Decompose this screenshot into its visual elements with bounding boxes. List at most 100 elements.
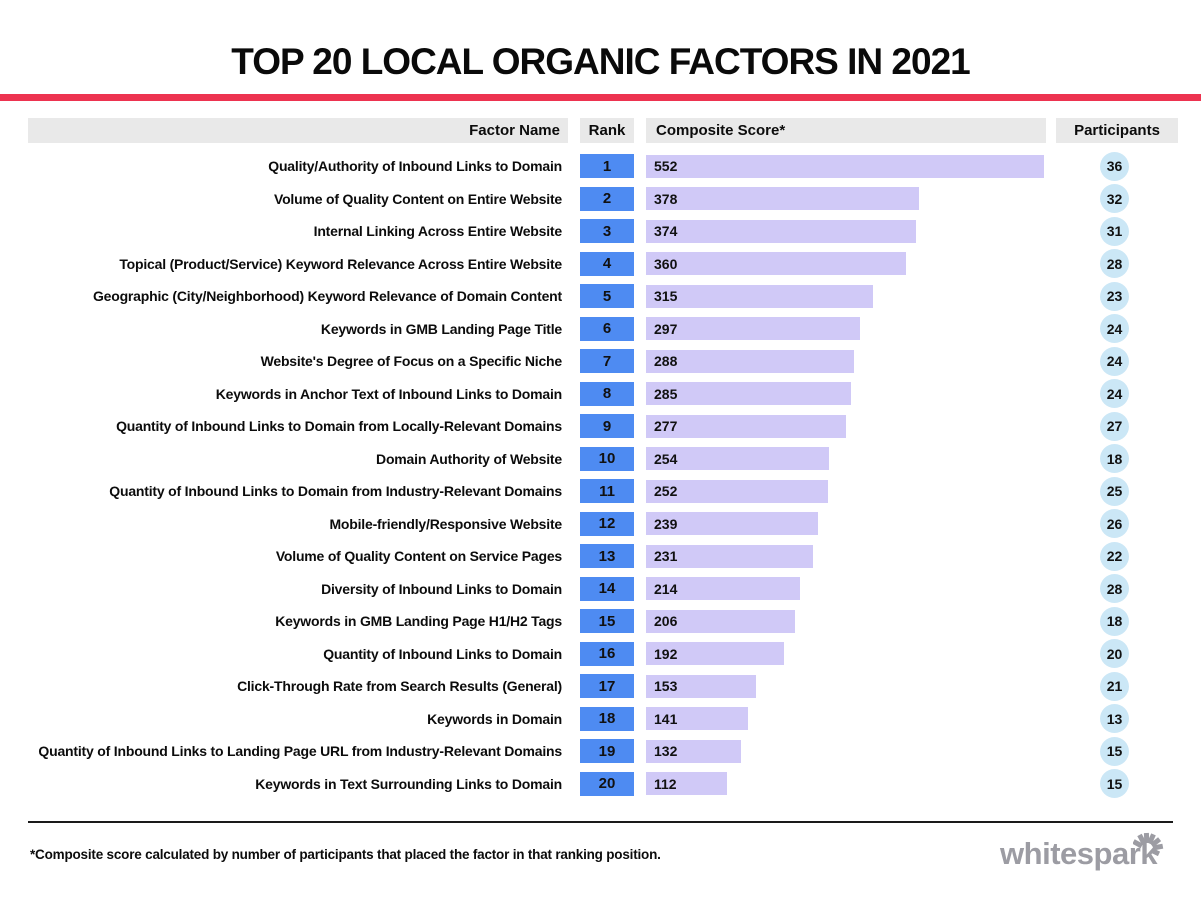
rank-badge: 12 bbox=[580, 511, 634, 536]
participants-badge: 21 bbox=[1100, 671, 1129, 701]
table-row: Geographic (City/Neighborhood) Keyword R… bbox=[28, 280, 1173, 313]
score-bar-track: 297 bbox=[646, 317, 1044, 341]
score-bar-track: 192 bbox=[646, 642, 1044, 666]
score-value: 374 bbox=[654, 223, 678, 240]
score-value: 214 bbox=[654, 580, 678, 597]
factor-name: Diversity of Inbound Links to Domain bbox=[321, 580, 562, 597]
participants-badge: 28 bbox=[1100, 574, 1129, 604]
rank-badge: 9 bbox=[580, 414, 634, 439]
factor-name: Keywords in Anchor Text of Inbound Links… bbox=[215, 385, 562, 402]
score-bar-track: 214 bbox=[646, 577, 1044, 601]
table-row: Domain Authority of Website 10 254 18 bbox=[28, 443, 1173, 476]
factor-name: Quality/Authority of Inbound Links to Do… bbox=[268, 158, 562, 175]
rank-badge: 18 bbox=[580, 706, 634, 731]
rank-badge: 1 bbox=[580, 154, 634, 179]
score-bar-track: 132 bbox=[646, 739, 1044, 763]
rank-badge: 13 bbox=[580, 544, 634, 569]
score-bar-track: 231 bbox=[646, 544, 1044, 568]
table-row: Quantity of Inbound Links to Landing Pag… bbox=[28, 735, 1173, 768]
score-value: 153 bbox=[654, 678, 678, 695]
table-row: Keywords in Domain 18 141 13 bbox=[28, 703, 1173, 736]
score-bar: 378 bbox=[646, 187, 919, 211]
score-value: 132 bbox=[654, 743, 678, 760]
footnote: *Composite score calculated by number of… bbox=[30, 846, 661, 862]
page-title: TOP 20 LOCAL ORGANIC FACTORS IN 2021 bbox=[231, 41, 970, 82]
score-bar: 254 bbox=[646, 447, 830, 471]
score-value: 360 bbox=[654, 255, 678, 272]
score-value: 254 bbox=[654, 450, 678, 467]
participants-badge: 26 bbox=[1100, 509, 1129, 539]
table-header-row: Factor Name Rank Composite Score* Partic… bbox=[28, 118, 1178, 143]
score-bar: 206 bbox=[646, 609, 795, 633]
score-bar-track: 112 bbox=[646, 772, 1044, 796]
score-bar-track: 378 bbox=[646, 187, 1044, 211]
factor-name-header: Factor Name bbox=[28, 118, 568, 143]
participants-badge: 24 bbox=[1100, 314, 1129, 344]
factor-name: Keywords in Domain bbox=[427, 710, 562, 727]
participants-badge: 15 bbox=[1100, 769, 1129, 799]
score-bar-track: 252 bbox=[646, 479, 1044, 503]
factor-name: Domain Authority of Website bbox=[376, 450, 562, 467]
table-row: Keywords in GMB Landing Page Title 6 297… bbox=[28, 313, 1173, 346]
factor-name: Quantity of Inbound Links to Landing Pag… bbox=[38, 743, 562, 760]
factor-name: Keywords in Text Surrounding Links to Do… bbox=[255, 775, 562, 792]
participants-cell: 18 bbox=[1056, 444, 1173, 474]
rank-badge: 10 bbox=[580, 446, 634, 471]
participants-cell: 23 bbox=[1056, 281, 1173, 311]
whitespark-logo: whitespark bbox=[1000, 832, 1171, 869]
rank-badge: 11 bbox=[580, 479, 634, 504]
score-bar-track: 288 bbox=[646, 349, 1044, 373]
score-bar: 239 bbox=[646, 512, 819, 536]
factor-name: Topical (Product/Service) Keyword Releva… bbox=[119, 255, 562, 272]
score-bar: 153 bbox=[646, 674, 757, 698]
factor-name: Internal Linking Across Entire Website bbox=[313, 223, 563, 240]
table-row: Volume of Quality Content on Entire Webs… bbox=[28, 183, 1173, 216]
footer: *Composite score calculated by number of… bbox=[30, 832, 1171, 869]
score-bar: 214 bbox=[646, 577, 801, 601]
participants-badge: 13 bbox=[1100, 704, 1129, 734]
score-value: 297 bbox=[654, 320, 678, 337]
score-value: 315 bbox=[654, 288, 678, 305]
participants-badge: 28 bbox=[1100, 249, 1129, 279]
score-bar: 192 bbox=[646, 642, 785, 666]
factor-name: Volume of Quality Content on Entire Webs… bbox=[273, 190, 562, 207]
table-row: Diversity of Inbound Links to Domain 14 … bbox=[28, 573, 1173, 606]
score-bar: 252 bbox=[646, 479, 828, 503]
score-value: 192 bbox=[654, 645, 678, 662]
participants-cell: 22 bbox=[1056, 541, 1173, 571]
score-bar-track: 552 bbox=[646, 154, 1044, 178]
rank-badge: 7 bbox=[580, 349, 634, 374]
participants-cell: 36 bbox=[1056, 151, 1173, 181]
table-row: Quality/Authority of Inbound Links to Do… bbox=[28, 150, 1173, 183]
score-value: 252 bbox=[654, 483, 678, 500]
score-bar: 297 bbox=[646, 317, 861, 341]
participants-badge: 32 bbox=[1100, 184, 1129, 214]
table-rows: Quality/Authority of Inbound Links to Do… bbox=[28, 150, 1173, 800]
participants-badge: 27 bbox=[1100, 411, 1129, 441]
rank-badge: 3 bbox=[580, 219, 634, 244]
participants-cell: 28 bbox=[1056, 574, 1173, 604]
score-bar-track: 285 bbox=[646, 382, 1044, 406]
table-row: Keywords in Anchor Text of Inbound Links… bbox=[28, 378, 1173, 411]
score-bar-track: 315 bbox=[646, 284, 1044, 308]
score-bar: 285 bbox=[646, 382, 852, 406]
participants-badge: 24 bbox=[1100, 379, 1129, 409]
participants-cell: 26 bbox=[1056, 509, 1173, 539]
rank-badge: 19 bbox=[580, 739, 634, 764]
participants-badge: 31 bbox=[1100, 216, 1129, 246]
rank-badge: 6 bbox=[580, 316, 634, 341]
participants-badge: 15 bbox=[1100, 736, 1129, 766]
score-value: 288 bbox=[654, 353, 678, 370]
score-value: 112 bbox=[654, 775, 677, 792]
spark-burst-icon bbox=[1133, 832, 1164, 857]
score-bar: 277 bbox=[646, 414, 846, 438]
score-bar-track: 254 bbox=[646, 447, 1044, 471]
participants-header: Participants bbox=[1056, 118, 1178, 143]
composite-score-header: Composite Score* bbox=[646, 118, 1046, 143]
participants-cell: 13 bbox=[1056, 704, 1173, 734]
score-bar-track: 141 bbox=[646, 707, 1044, 731]
score-value: 206 bbox=[654, 613, 678, 630]
rank-badge: 20 bbox=[580, 771, 634, 796]
score-bar: 132 bbox=[646, 739, 742, 763]
title-underline bbox=[0, 94, 1201, 101]
